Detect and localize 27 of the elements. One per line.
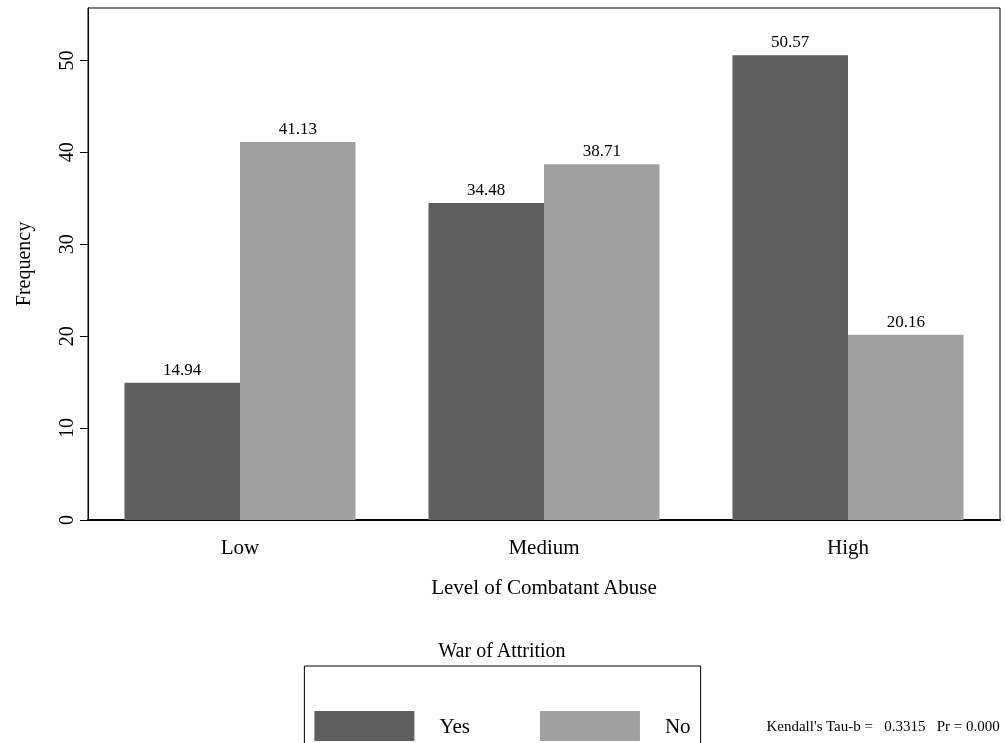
data-label: 38.71 — [582, 141, 621, 161]
y-tick-label: 40 — [55, 142, 77, 163]
bar — [732, 55, 848, 520]
data-label: 34.48 — [467, 180, 506, 200]
data-label: 50.57 — [771, 32, 810, 52]
y-tick-label: 10 — [55, 418, 77, 439]
legend-title: War of Attrition — [438, 639, 566, 661]
legend-label: Yes — [439, 714, 470, 738]
y-tick-label: 30 — [55, 234, 77, 255]
y-axis-title: Frequency — [12, 221, 35, 307]
y-tick-label: 0 — [55, 515, 77, 525]
data-label: 20.16 — [886, 311, 925, 331]
x-axis-title: Level of Combatant Abuse — [431, 574, 657, 599]
bar — [428, 203, 544, 520]
y-tick-label: 50 — [55, 50, 77, 71]
bar — [848, 334, 964, 520]
x-tick-label: High — [827, 534, 870, 559]
bar — [240, 141, 356, 520]
x-tick-label: Medium — [508, 534, 580, 559]
bar — [544, 164, 660, 520]
y-tick-label: 20 — [55, 326, 77, 347]
data-label: 14.94 — [163, 359, 202, 379]
data-label: 41.13 — [278, 118, 317, 138]
x-tick-label: Low — [220, 534, 261, 559]
bar — [124, 382, 240, 520]
legend-label: No — [664, 714, 691, 738]
text: Kendall's Tau-b = 0.3315 Pr = 0.000 — [766, 717, 1000, 734]
